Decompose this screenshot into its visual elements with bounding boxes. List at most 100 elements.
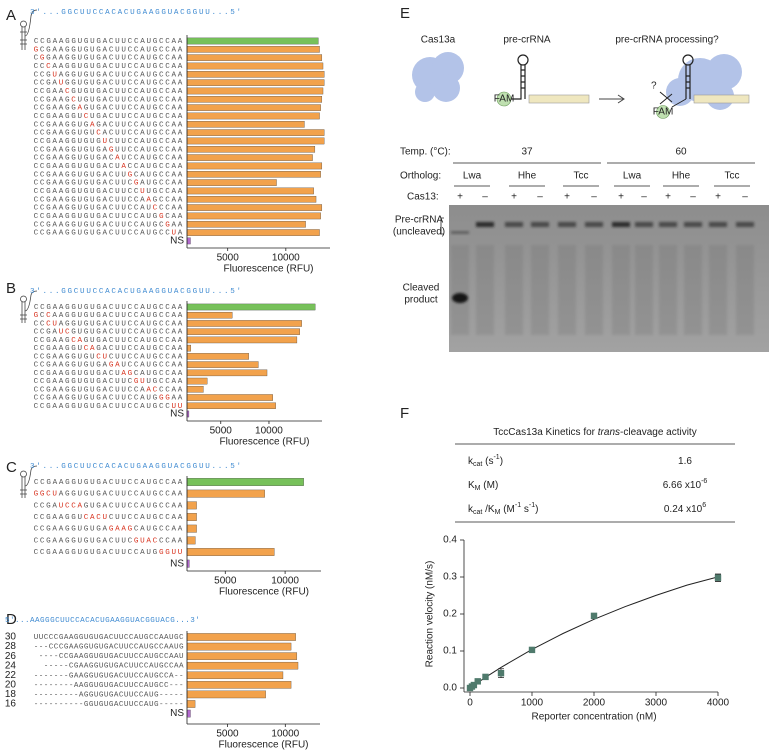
sequence-part: C bbox=[165, 63, 171, 71]
sequence-part: G bbox=[65, 130, 71, 138]
sequence-part: G bbox=[96, 113, 102, 121]
sequence-part: C bbox=[34, 386, 40, 394]
sequence-part: U bbox=[146, 146, 152, 154]
sequence-part: U bbox=[115, 171, 121, 179]
sequence-part: G bbox=[96, 205, 102, 213]
y-tick-label: 0.2 bbox=[443, 609, 457, 620]
sequence-part: U bbox=[77, 71, 83, 79]
sequence-label: CCGAAGGUGAGACUUCCAUGCCAA bbox=[34, 121, 184, 129]
sequence-part: C bbox=[109, 80, 115, 88]
sequence-part: G bbox=[153, 155, 159, 163]
sequence-part: C bbox=[40, 146, 46, 154]
sequence-part: G bbox=[84, 171, 90, 179]
sequence-part: G bbox=[153, 378, 159, 386]
sequence-part: U bbox=[90, 80, 96, 88]
sequence-part: U bbox=[90, 502, 96, 510]
sequence-part: G bbox=[96, 526, 102, 534]
sequence-part: U bbox=[90, 105, 96, 113]
ortholog: Tcc bbox=[574, 171, 589, 182]
sequence-part: A bbox=[59, 105, 65, 113]
sequence-part: C bbox=[134, 329, 140, 337]
sequence-part: A bbox=[178, 320, 184, 328]
sequence-part: U bbox=[115, 146, 121, 154]
sequence-part: G bbox=[65, 403, 71, 411]
sequence-part: G bbox=[71, 491, 77, 499]
sequence-part: U bbox=[146, 155, 152, 163]
sequence-part: A bbox=[140, 55, 146, 63]
sequence-part: G bbox=[71, 196, 77, 204]
row-number: 24 bbox=[5, 660, 17, 671]
mismatch-base: A bbox=[77, 105, 83, 113]
sequence-part: G bbox=[65, 205, 71, 213]
sequence-part: A bbox=[140, 345, 146, 353]
sequence-part: G bbox=[153, 491, 159, 499]
sequence-part: U bbox=[77, 370, 83, 378]
sequence-part: A bbox=[59, 362, 65, 370]
mismatch-base: A bbox=[115, 155, 121, 163]
sequence-part: C bbox=[109, 345, 115, 353]
sequence-part: G bbox=[96, 188, 102, 196]
sequence-label: CCGAAGCUGUGACUUCCAUGCCAA bbox=[34, 96, 184, 104]
sequence-part: G bbox=[65, 491, 71, 499]
sequence-part: C bbox=[40, 353, 46, 361]
sequence-part: U bbox=[121, 491, 127, 499]
gel-smear bbox=[585, 245, 603, 335]
sequence-part: G bbox=[46, 113, 52, 121]
sequence-part: G bbox=[46, 196, 52, 204]
sequence-part: C bbox=[134, 138, 140, 146]
sequence-label: ----------GGUGUGACUUCCAUG----- bbox=[34, 701, 184, 709]
sequence-part: C bbox=[128, 221, 134, 229]
sequence-part: U bbox=[77, 171, 83, 179]
sequence-part: A bbox=[59, 71, 65, 79]
sequence-part: U bbox=[90, 549, 96, 557]
sequence-part: U bbox=[115, 163, 121, 171]
sequence-part: C bbox=[109, 230, 115, 238]
sequence-part: C bbox=[109, 514, 115, 522]
sequence-part: A bbox=[140, 196, 146, 204]
sequence-part: A bbox=[59, 46, 65, 54]
sequence-part: U bbox=[77, 188, 83, 196]
sequence-part: G bbox=[65, 549, 71, 557]
sequence-part: C bbox=[109, 329, 115, 337]
sequence-part: G bbox=[71, 320, 77, 328]
sequence-part: A bbox=[103, 46, 109, 54]
sequence-part: G bbox=[46, 526, 52, 534]
sequence-part: G bbox=[71, 155, 77, 163]
fam-label: FAM bbox=[653, 107, 674, 118]
bar bbox=[186, 171, 321, 178]
x-axis-label: Fluorescence (RFU) bbox=[219, 437, 309, 448]
sequence-part: A bbox=[140, 63, 146, 71]
mismatch-base: G bbox=[128, 370, 134, 378]
sequence-label: CCGAAGGUGUGACUUCCAUGCCAA bbox=[34, 304, 184, 312]
sequence-part: A bbox=[171, 491, 177, 499]
sequence-part: U bbox=[146, 88, 152, 96]
sequence-part: A bbox=[52, 146, 58, 154]
sequence-part: C bbox=[134, 163, 140, 171]
sequence-part: A bbox=[140, 96, 146, 104]
sequence-part: U bbox=[90, 71, 96, 79]
band-label: product bbox=[404, 295, 438, 306]
text-part: 6 bbox=[702, 502, 706, 509]
cas13-sign: – bbox=[537, 192, 543, 203]
sequence-part: C bbox=[40, 537, 46, 545]
sequence-part: C bbox=[165, 138, 171, 146]
sequence-part: G bbox=[71, 362, 77, 370]
gel-smear bbox=[659, 245, 677, 335]
bar bbox=[186, 633, 296, 641]
sequence-part: G bbox=[96, 80, 102, 88]
sequence-part: C bbox=[134, 188, 140, 196]
sequence-part: C bbox=[40, 526, 46, 534]
sequence-part: A bbox=[103, 537, 109, 545]
bar bbox=[186, 336, 298, 344]
sequence-part: A bbox=[178, 230, 184, 238]
mismatch-base: C bbox=[46, 320, 52, 328]
sequence-part: U bbox=[121, 180, 127, 188]
sequence-part: C bbox=[34, 221, 40, 229]
mismatch-base: G bbox=[40, 491, 46, 499]
sequence-part: C bbox=[159, 171, 165, 179]
sequence-part: A bbox=[59, 403, 65, 411]
sequence-part: C bbox=[128, 386, 134, 394]
sequence-part: C bbox=[34, 113, 40, 121]
table-value: 0.24 x106 bbox=[664, 502, 706, 514]
sequence-part: G bbox=[96, 337, 102, 345]
